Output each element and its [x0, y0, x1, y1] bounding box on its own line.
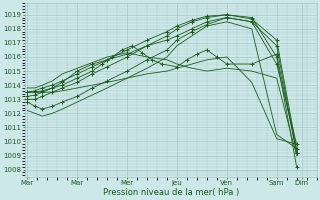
X-axis label: Pression niveau de la mer( hPa ): Pression niveau de la mer( hPa ) — [103, 188, 239, 197]
